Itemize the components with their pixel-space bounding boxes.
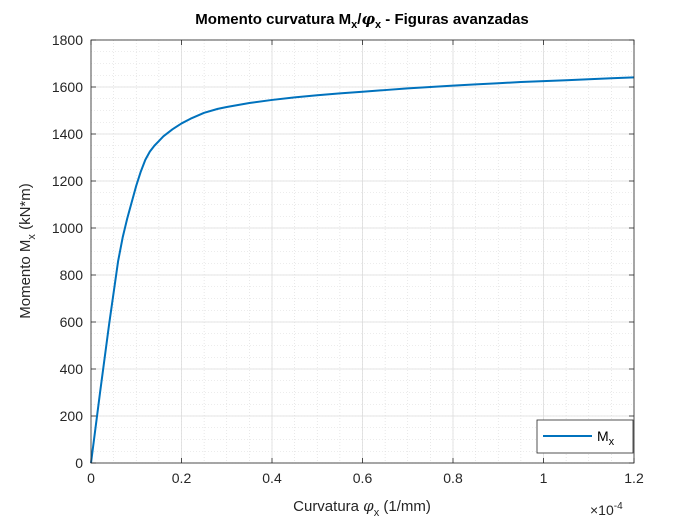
y-tick-label: 0 — [75, 455, 83, 471]
xlabel-post: (1/mm) — [379, 498, 431, 515]
y-axis: 0 200 400 600 800 1000 1200 1400 1600 1800 — [52, 32, 634, 471]
series-layer — [90, 76, 635, 464]
legend-name-sub: x — [609, 436, 615, 448]
chart-title: Momento curvatura Mx/φx - Figuras avanza… — [195, 10, 528, 31]
x-tick-label: 0.6 — [353, 470, 373, 486]
legend: Mx — [536, 419, 634, 454]
title-sub2: x — [375, 19, 382, 31]
y-tick-label: 600 — [60, 314, 84, 330]
x-axis: 0 0.2 0.4 0.6 0.8 1 1.2 — [87, 40, 644, 486]
title-phi: φ — [361, 10, 375, 28]
y-tick-label: 1600 — [52, 79, 83, 95]
legend-entry: Mx — [597, 428, 615, 448]
y-tick-label: 800 — [60, 267, 84, 283]
x-tick-label: 0.4 — [262, 470, 282, 486]
xlabel-sub: x — [374, 507, 380, 519]
x-tick-label: 0.2 — [172, 470, 192, 486]
xlabel-pre: Curvatura — [293, 498, 363, 515]
legend-name: M — [597, 428, 609, 444]
y-tick-label: 1000 — [52, 220, 83, 236]
x-tick-label: 1 — [540, 470, 548, 486]
y-tick-label: 1200 — [52, 173, 83, 189]
title-mid: / — [357, 11, 362, 28]
series-line-0 — [90, 76, 635, 464]
x-exponent: ×10-4 — [590, 501, 623, 518]
x-tick-label: 0.8 — [443, 470, 463, 486]
title-pre: Momento curvatura M — [195, 11, 351, 28]
y-axis-label: Momento Mx (kN*m) — [17, 183, 38, 319]
ylabel-post: (kN*m) — [17, 183, 34, 234]
ylabel-sub: x — [26, 234, 38, 240]
title-post: - Figuras avanzadas — [381, 11, 529, 28]
x-tick-label: 0 — [87, 470, 95, 486]
x-axis-label: Curvatura φx (1/mm) — [293, 497, 431, 519]
x-tick-label: 1.2 — [624, 470, 644, 486]
xlabel-phi: φ — [363, 497, 374, 515]
y-tick-label: 400 — [60, 361, 84, 377]
y-tick-label: 1400 — [52, 126, 83, 142]
ylabel-pre: Momento M — [17, 240, 34, 319]
y-tick-label: 1800 — [52, 32, 83, 48]
title-sub1: x — [351, 19, 358, 31]
x-exponent-base: ×10 — [590, 502, 614, 518]
y-tick-label: 200 — [60, 408, 84, 424]
x-exponent-power: -4 — [614, 501, 623, 512]
